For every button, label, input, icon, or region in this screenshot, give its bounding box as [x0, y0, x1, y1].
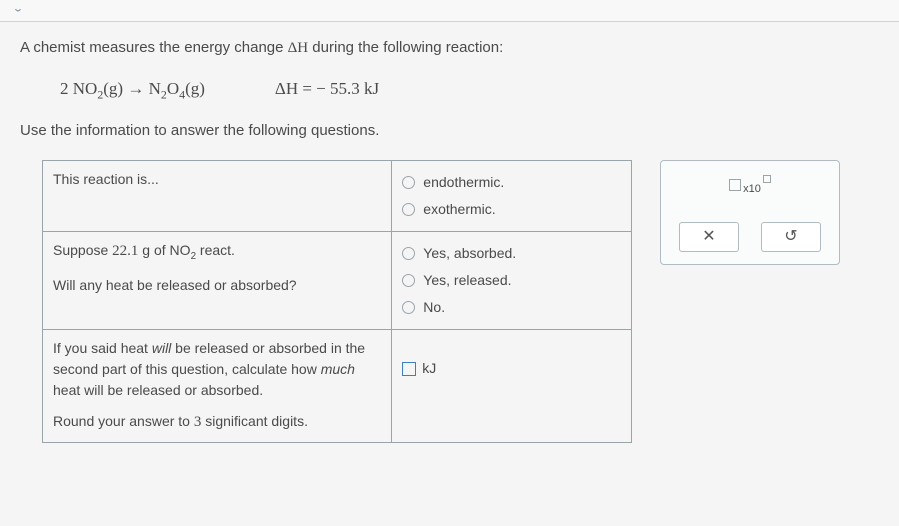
opt-label: endothermic. — [423, 172, 504, 193]
clear-button[interactable]: ✕ — [679, 222, 739, 252]
radio-icon — [402, 203, 415, 216]
r3-round: Round your answer to 3 significant digit… — [53, 411, 381, 434]
x-icon: ✕ — [702, 225, 715, 249]
r3-c: heat will be released or absorbed. — [53, 382, 263, 398]
tool-panel: x10 ✕ ↺ — [660, 160, 840, 265]
r2-mass: 22.1 — [112, 243, 138, 259]
r3-will: will — [152, 340, 171, 356]
answer-input[interactable] — [402, 362, 416, 376]
eq-mid: O — [167, 79, 179, 98]
opt-label: Yes, absorbed. — [423, 243, 516, 264]
reset-icon: ↺ — [784, 225, 797, 249]
opt-label: exothermic. — [423, 199, 495, 220]
instruction-text: Use the information to answer the follow… — [20, 120, 879, 143]
mantissa-box-icon — [729, 179, 741, 191]
intro-text-b: during the following reaction: — [308, 39, 503, 56]
row3-prompt: If you said heat will be released or abs… — [43, 330, 392, 443]
opt-exothermic[interactable]: exothermic. — [402, 196, 621, 223]
r3-a: If you said heat — [53, 340, 152, 356]
opt-label: Yes, released. — [423, 270, 511, 291]
x10-label: x10 — [743, 179, 761, 198]
r2-a: Suppose — [53, 242, 112, 258]
kj-unit: kJ — [422, 358, 436, 379]
intro-text-a: A chemist measures the energy change — [20, 39, 288, 56]
reaction-equation: 2 NO2(g) → N2O4(g)ΔH = − 55.3 kJ — [20, 76, 879, 104]
opt-yes-released[interactable]: Yes, released. — [402, 267, 621, 294]
delta-h-symbol: ΔH — [288, 40, 308, 56]
opt-label: No. — [423, 297, 445, 318]
eq-phase1: (g) → N — [103, 79, 161, 98]
question-content: A chemist measures the energy change ΔH … — [0, 22, 899, 458]
r2-b: g of NO — [138, 242, 190, 258]
opt-yes-absorbed[interactable]: Yes, absorbed. — [402, 240, 621, 267]
radio-icon — [402, 176, 415, 189]
radio-icon — [402, 301, 415, 314]
opt-endothermic[interactable]: endothermic. — [402, 169, 621, 196]
exponent-box-icon — [763, 175, 771, 183]
kj-input-row[interactable]: kJ — [402, 338, 621, 379]
radio-icon — [402, 274, 415, 287]
side-panel: x10 ✕ ↺ — [660, 160, 840, 265]
eq-phase2: (g) — [185, 79, 205, 98]
r3-much: much — [321, 361, 355, 377]
eq-deltah: ΔH = − 55.3 kJ — [275, 79, 379, 98]
question-intro: A chemist measures the energy change ΔH … — [20, 37, 879, 60]
r3-p3: significant digits. — [201, 413, 308, 429]
row2-prompt: Suppose 22.1 g of NO2 react. Will any he… — [43, 232, 392, 330]
opt-no[interactable]: No. — [402, 294, 621, 321]
eq-left: 2 NO — [60, 79, 97, 98]
row1-options: endothermic. exothermic. — [392, 161, 632, 232]
radio-icon — [402, 247, 415, 260]
sci-notation-button[interactable]: x10 — [673, 173, 827, 208]
tool-buttons: ✕ ↺ — [673, 222, 827, 252]
r2-prompt2: Will any heat be released or absorbed? — [53, 275, 381, 296]
row2-options: Yes, absorbed. Yes, released. No. — [392, 232, 632, 330]
reset-button[interactable]: ↺ — [761, 222, 821, 252]
main-row: This reaction is... endothermic. exother… — [20, 160, 879, 443]
r2-c: react. — [196, 242, 235, 258]
r3-p2: Round your answer to — [53, 413, 194, 429]
chevron-down-icon[interactable]: ⌄ — [12, 3, 24, 15]
top-bar: ⌄ — [0, 0, 899, 22]
question-table: This reaction is... endothermic. exother… — [42, 160, 632, 443]
row3-answer: kJ — [392, 330, 632, 443]
row1-prompt: This reaction is... — [43, 161, 392, 232]
